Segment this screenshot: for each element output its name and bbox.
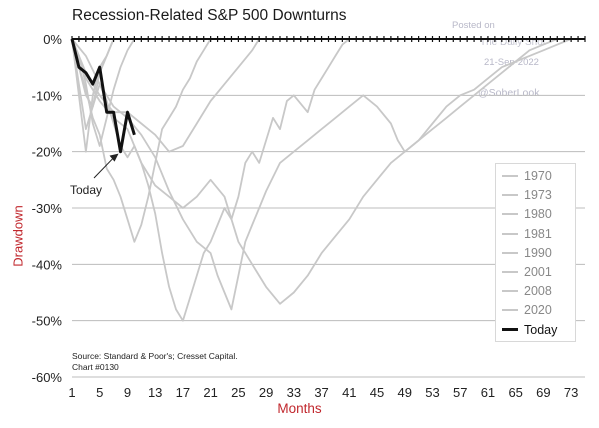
series-line-Today	[70, 38, 136, 154]
x-tick-label: 25	[231, 385, 245, 400]
legend-label: 2008	[524, 284, 552, 299]
x-tick-label: 37	[314, 385, 328, 400]
legend-swatch	[502, 328, 518, 332]
series-line-2001	[71, 38, 558, 305]
watermark-posted-on: Posted on	[452, 20, 495, 31]
legend-label: Today	[524, 322, 558, 337]
legend-swatch	[502, 232, 518, 235]
legend-item: Today	[502, 321, 557, 339]
x-tick-label: 49	[398, 385, 412, 400]
legend: 1970 1973 1980 1981 1990 2001 2008 2020 Today	[495, 163, 576, 342]
x-tick-label: 65	[508, 385, 522, 400]
y-tick-label: -50%	[32, 314, 63, 329]
legend-item: 2008	[502, 282, 552, 300]
x-tick-label: 33	[287, 385, 301, 400]
legend-item: 1980	[502, 205, 552, 223]
x-tick-label: 17	[176, 385, 190, 400]
x-tick-label: 5	[96, 385, 103, 400]
x-axis-label: Months	[277, 401, 322, 416]
x-tick-label: 13	[148, 385, 162, 400]
chart-number: Chart #0130	[72, 362, 119, 372]
y-tick-label: 0%	[43, 32, 62, 47]
x-tick-label: 1	[68, 385, 75, 400]
chart-title: Recession-Related S&P 500 Downturns	[72, 7, 347, 24]
legend-swatch	[502, 213, 518, 216]
x-tick-label: 73	[564, 385, 578, 400]
watermark-source: The Daily Shot	[480, 37, 546, 48]
x-tick-label: 41	[342, 385, 356, 400]
legend-swatch	[502, 175, 518, 177]
series-line-1970	[71, 38, 212, 243]
x-tick-label: 45	[370, 385, 384, 400]
x-tick-label: 57	[453, 385, 467, 400]
y-tick-label: -40%	[32, 257, 63, 272]
x-tick-label: 21	[203, 385, 217, 400]
legend-label: 2020	[524, 303, 552, 318]
x-tick-label: 29	[259, 385, 273, 400]
source-note: Source: Standard & Poor's; Cresset Capit…	[72, 351, 238, 373]
watermark-handle: @SoberLook	[478, 87, 540, 99]
legend-label: 1981	[524, 226, 552, 241]
y-tick-label: -30%	[32, 201, 63, 216]
x-tick-label: 61	[481, 385, 495, 400]
y-tick-label: -60%	[32, 370, 63, 385]
annotation-today: Today	[70, 183, 102, 197]
legend-item: 1973	[502, 186, 552, 204]
legend-swatch	[502, 309, 518, 312]
x-tick-label: 69	[536, 385, 550, 400]
legend-swatch	[502, 290, 518, 293]
legend-swatch	[502, 251, 518, 254]
y-tick-label: -10%	[32, 88, 63, 103]
legend-swatch	[502, 271, 518, 273]
legend-label: 1980	[524, 207, 552, 222]
y-axis-label: Drawdown	[10, 205, 26, 267]
legend-item: 1990	[502, 244, 552, 262]
y-tick-label: -20%	[32, 145, 63, 160]
legend-item: 2020	[502, 301, 552, 319]
legend-label: 1990	[524, 245, 552, 260]
legend-label: 2001	[524, 265, 552, 279]
legend-label: 1970	[524, 169, 552, 183]
legend-item: 2001	[502, 263, 552, 281]
source-line: Source: Standard & Poor's; Cresset Capit…	[72, 351, 238, 361]
x-tick-label: 9	[124, 385, 131, 400]
series-line-1973	[71, 38, 572, 311]
legend-item: 1970	[502, 167, 552, 185]
legend-label: 1973	[524, 188, 552, 203]
legend-item: 1981	[502, 225, 552, 243]
series-line-2020	[71, 38, 115, 153]
x-tick-label: 53	[425, 385, 439, 400]
legend-swatch	[502, 194, 518, 197]
annotation-arrowhead	[109, 153, 119, 162]
